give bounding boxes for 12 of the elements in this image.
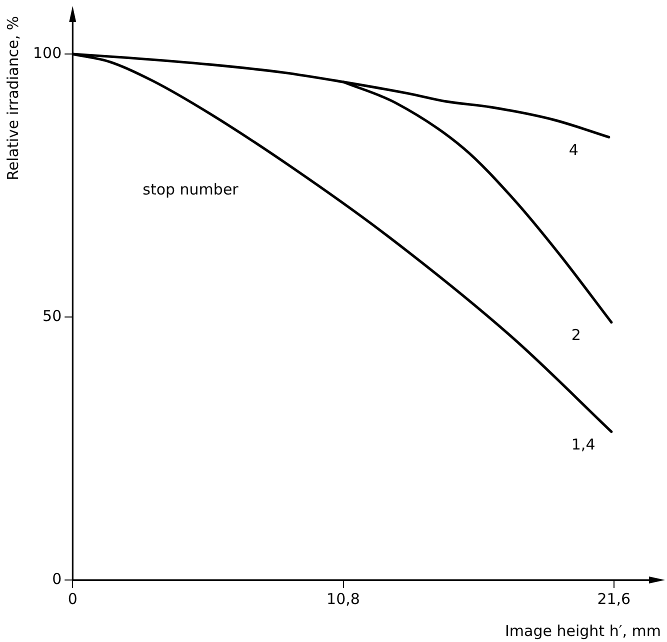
- series-label: 2: [571, 326, 581, 344]
- x-tick-label: 10,8: [326, 590, 360, 608]
- y-tick-label: 100: [32, 44, 62, 62]
- x-axis-title: Image height h′, mm: [505, 622, 661, 640]
- x-tick-label: 0: [68, 590, 78, 608]
- annotation: stop number: [142, 180, 240, 199]
- y-tick-label: 50: [42, 306, 62, 325]
- x-tick-label: 21,6: [597, 590, 631, 608]
- y-tick-label: 0: [52, 570, 62, 588]
- series-label: 1,4: [571, 436, 596, 454]
- series-label: 4: [568, 141, 578, 160]
- y-axis-title: Relative irradiance, %: [4, 16, 22, 180]
